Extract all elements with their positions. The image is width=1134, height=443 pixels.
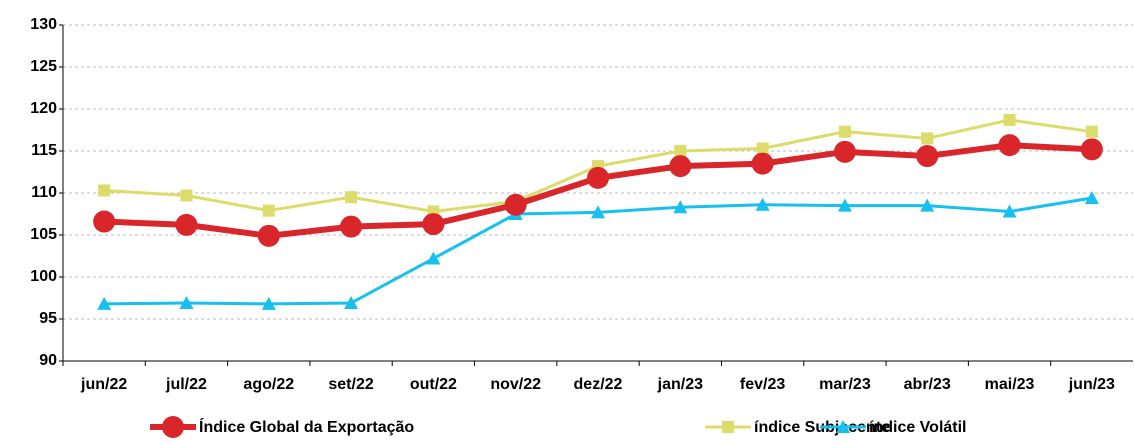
x-tick-label: dez/22: [574, 376, 623, 393]
point: [340, 215, 363, 238]
point: [98, 184, 111, 197]
x-tick-label: jun/22: [80, 376, 127, 393]
point: [920, 198, 935, 212]
legend-label: Índice Global da Exportação: [199, 417, 414, 436]
y-tick-label: 115: [31, 142, 57, 159]
y-tick-label: 120: [30, 100, 57, 117]
x-tick-label: jan/23: [657, 376, 703, 393]
point: [97, 296, 112, 310]
point: [345, 191, 358, 204]
x-tick-label: nov/22: [490, 376, 541, 393]
y-tick-label: 125: [30, 58, 57, 75]
point: [838, 125, 851, 138]
point: [180, 189, 193, 202]
point: [591, 205, 605, 219]
x-tick-label: ago/22: [243, 376, 294, 393]
legend-marker: [722, 421, 734, 433]
point: [422, 213, 445, 236]
x-tick-label: mar/23: [819, 376, 871, 393]
point: [669, 155, 692, 178]
x-tick-label: fev/23: [740, 376, 785, 393]
point: [179, 296, 194, 310]
x-tick-label: jun/23: [1068, 376, 1115, 393]
legend-label: índice Volátil: [869, 419, 967, 436]
point: [262, 204, 275, 217]
x-tick-label: out/22: [410, 376, 457, 393]
point: [504, 193, 527, 216]
point: [261, 296, 276, 310]
y-tick-label: 100: [30, 268, 57, 285]
line: [104, 142, 1093, 239]
point: [426, 251, 441, 265]
point: [1003, 113, 1016, 126]
point: [674, 145, 687, 157]
y-tick-label: 130: [30, 16, 57, 33]
point: [673, 200, 688, 214]
point: [755, 197, 770, 211]
point: [93, 210, 116, 233]
point: [175, 213, 198, 236]
point: [916, 145, 939, 168]
point: [998, 134, 1021, 157]
point: [833, 140, 856, 163]
point: [1080, 138, 1103, 161]
point: [751, 152, 774, 175]
x-tick-label: set/22: [328, 376, 373, 393]
point: [921, 132, 934, 145]
y-tick-label: 110: [31, 184, 57, 201]
legend-marker: [162, 416, 184, 438]
y-tick-label: 95: [39, 310, 57, 327]
point: [837, 198, 852, 212]
point: [1085, 125, 1098, 138]
point: [344, 296, 359, 310]
y-tick-label: 90: [39, 352, 57, 369]
point: [587, 166, 609, 189]
x-tick-label: mai/23: [985, 376, 1035, 393]
point: [257, 224, 280, 247]
x-tick-label: jul/22: [165, 376, 207, 393]
point: [756, 142, 769, 155]
point: [1002, 204, 1017, 218]
point: [1084, 191, 1099, 205]
x-tick-label: abr/23: [904, 376, 951, 393]
legend-marker: [836, 420, 850, 433]
y-tick-label: 105: [30, 226, 57, 243]
